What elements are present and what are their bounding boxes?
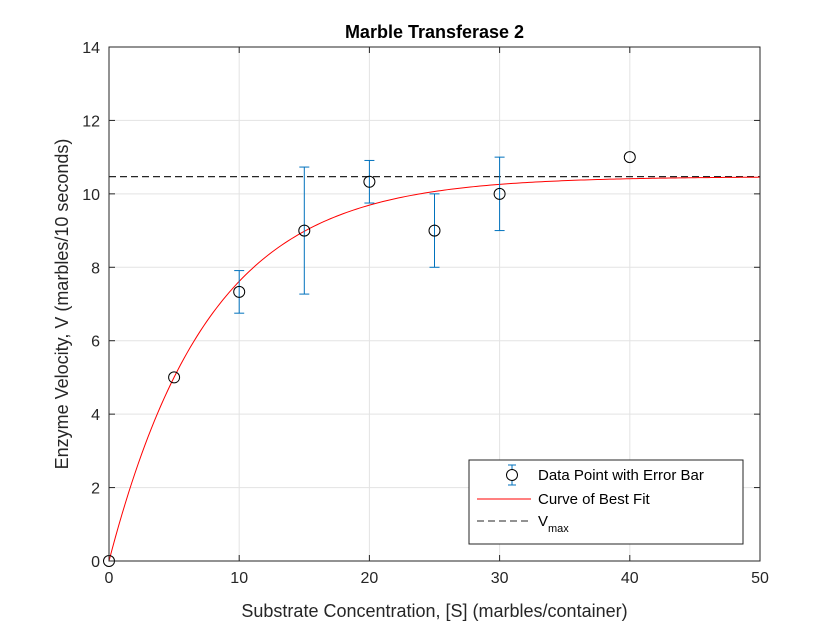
legend-label-data: Data Point with Error Bar: [538, 467, 704, 484]
x-tick-label: 30: [491, 570, 509, 587]
data-point-group: [623, 151, 636, 164]
errorbar-layer: [103, 151, 636, 567]
data-point-group: [233, 270, 246, 314]
data-point: [428, 224, 441, 237]
legend-marker-symbol: [506, 469, 518, 481]
data-point: [363, 175, 376, 188]
data-point: [493, 187, 506, 200]
legend: Data Point with Error Bar Curve of Best F…: [468, 459, 744, 545]
data-point-group: [363, 159, 376, 204]
ticks: [108, 46, 761, 562]
y-tick-label: 8: [91, 260, 100, 277]
data-point-group: [428, 193, 441, 268]
data-point: [168, 371, 181, 384]
data-point: [623, 151, 636, 164]
curve-layer: [108, 176, 761, 562]
x-tick-label: 20: [361, 570, 379, 587]
data-point-group: [298, 166, 311, 295]
best-fit-curve: [108, 176, 761, 562]
y-tick-label: 2: [91, 481, 100, 498]
y-tick-label: 4: [91, 407, 100, 424]
x-tick-label: 10: [230, 570, 248, 587]
y-tick-label: 6: [91, 334, 100, 351]
plot-border: [108, 46, 761, 562]
data-point-group: [493, 156, 506, 232]
chart-title: Marble Transferase 2: [345, 22, 524, 42]
x-axis-label: Substrate Concentration, [S] (marbles/co…: [241, 601, 627, 621]
legend-label-vmax-subscript: max: [548, 523, 569, 535]
data-point-group: [168, 371, 181, 384]
x-tick-label: 50: [751, 570, 769, 587]
data-point: [233, 285, 246, 298]
y-tick-label: 10: [82, 187, 100, 204]
tick-labels: 0 10 20 30 40 50 0 2 4 6 8 10 12 14: [82, 40, 769, 587]
y-tick-label: 12: [82, 113, 100, 130]
x-tick-label: 40: [621, 570, 639, 587]
x-tick-label: 0: [105, 570, 114, 587]
y-tick-label: 14: [82, 40, 100, 57]
legend-label-curve: Curve of Best Fit: [538, 491, 651, 508]
y-tick-label: 0: [91, 554, 100, 571]
y-axis-label: Enzyme Velocity, V (marbles/10 seconds): [52, 139, 72, 470]
data-point: [298, 224, 311, 237]
